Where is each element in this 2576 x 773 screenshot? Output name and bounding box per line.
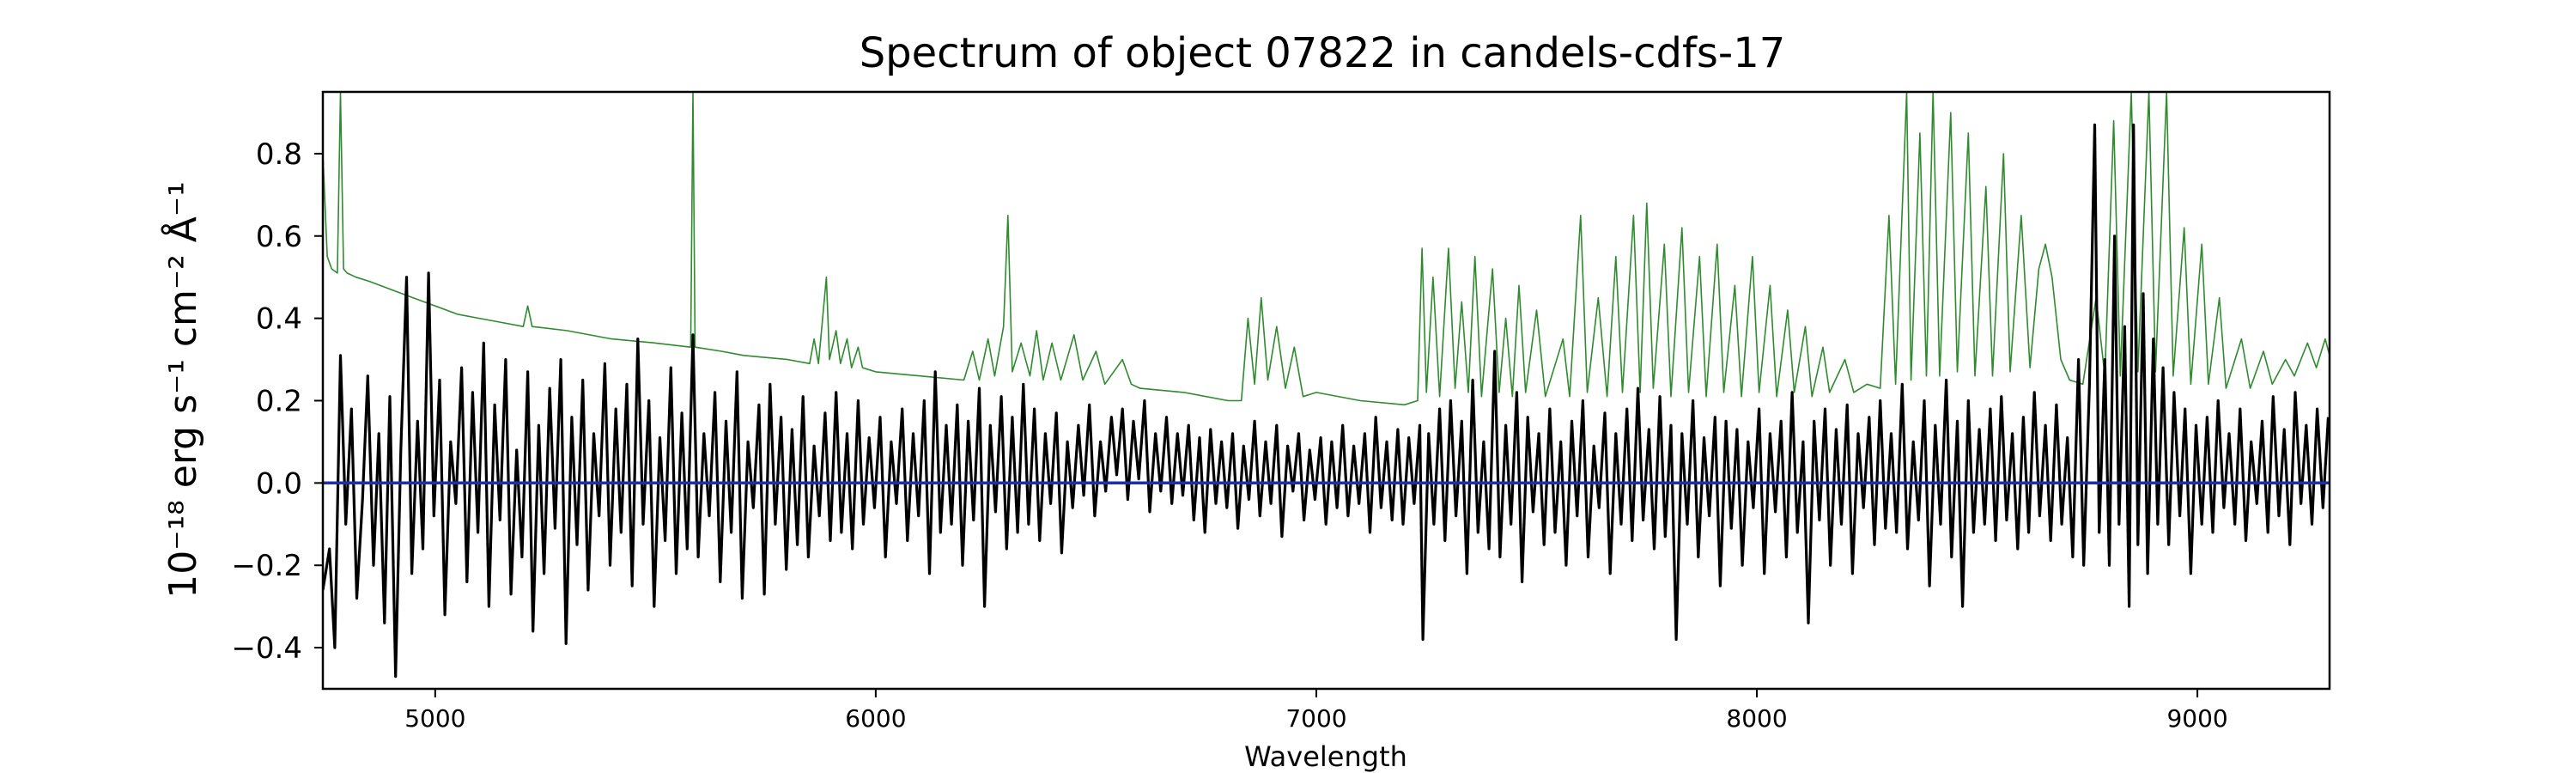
y-tick-label: 0.4	[256, 302, 302, 337]
y-tick-label: 0.2	[256, 384, 302, 418]
chart-title: Spectrum of object 07822 in candels-cdfs…	[860, 29, 1786, 77]
y-axis: −0.4 −0.2 0.0 0.2 0.4 0.6 0.8	[231, 137, 323, 666]
plot-frame	[321, 90, 2331, 691]
series-layer	[323, 92, 2330, 679]
x-tick-label: 5000	[404, 704, 465, 733]
y-tick-label: 0.0	[256, 466, 302, 501]
y-tick-label: 0.8	[256, 137, 302, 172]
x-tick-label: 7000	[1285, 704, 1346, 733]
x-axis: 5000 6000 7000 8000 9000	[404, 689, 2228, 733]
x-tick-label: 9000	[2166, 704, 2227, 733]
y-tick-label: −0.2	[231, 549, 302, 583]
y-axis-label: 10⁻¹⁸ erg s⁻¹ cm⁻² Å⁻¹	[160, 181, 205, 598]
flux-series-line	[323, 123, 2330, 679]
x-tick-label: 8000	[1726, 704, 1787, 733]
x-tick-label: 6000	[845, 704, 906, 733]
x-axis-label: Wavelength	[1244, 740, 1407, 773]
y-tick-label: 0.6	[256, 220, 302, 254]
y-tick-label: −0.4	[231, 631, 302, 666]
error-series-line	[323, 92, 2330, 406]
